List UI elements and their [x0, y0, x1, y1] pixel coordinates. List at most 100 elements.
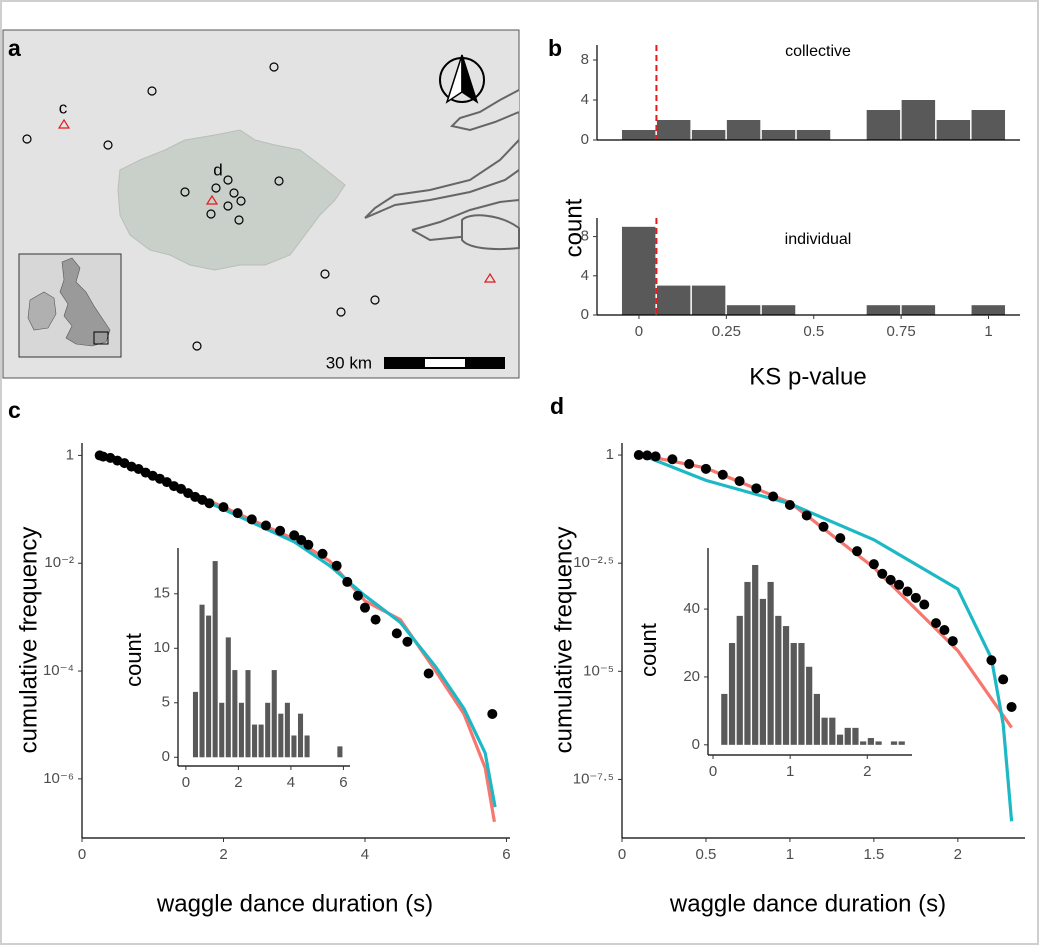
bar	[829, 717, 836, 745]
data-point	[700, 463, 711, 474]
scale-bar	[384, 357, 505, 369]
bar	[971, 305, 1006, 315]
x-axis-label: waggle dance duration (s)	[156, 890, 433, 917]
bar	[728, 643, 736, 745]
y-tick-label: 4	[581, 267, 589, 284]
data-point	[232, 508, 243, 519]
y-tick-label: 20	[683, 668, 700, 685]
bar	[867, 738, 874, 745]
y-tick-label: 0	[581, 131, 589, 148]
london-area	[117, 129, 346, 271]
site	[229, 188, 239, 198]
data-point	[818, 521, 829, 532]
bar	[621, 226, 656, 315]
x-tick-label: 2	[234, 774, 242, 791]
x-tick-label: 0	[709, 763, 717, 780]
bar	[304, 735, 310, 758]
bar	[866, 305, 901, 315]
x-tick-label: 0	[78, 846, 86, 863]
data-point	[359, 602, 370, 613]
bar	[271, 670, 277, 758]
data-point	[986, 655, 997, 666]
data-point	[784, 500, 795, 511]
x-tick-label: 1.5	[863, 846, 884, 863]
data-point	[391, 628, 402, 639]
site	[234, 215, 244, 225]
bar	[936, 120, 971, 140]
bar	[736, 615, 743, 745]
data-point	[877, 568, 888, 579]
site	[180, 187, 190, 197]
data-point	[650, 451, 661, 462]
bar	[238, 702, 244, 758]
data-point	[352, 590, 363, 601]
hive-sites	[22, 62, 380, 351]
data-point	[487, 708, 498, 719]
data-point	[423, 668, 434, 679]
focal-sites	[57, 118, 497, 283]
bar	[821, 717, 828, 745]
bar	[836, 734, 844, 745]
bar	[759, 598, 767, 745]
data-point	[1006, 701, 1017, 712]
compass-needle	[461, 54, 479, 104]
y-tick-label: 10⁻⁵	[583, 662, 614, 679]
y-tick-label: 0	[162, 748, 170, 765]
data-point	[370, 614, 381, 625]
site	[370, 295, 380, 305]
scale-label: 30 km	[326, 353, 372, 372]
bar	[252, 724, 258, 758]
data-point	[642, 450, 653, 461]
focal-site	[57, 118, 71, 129]
site	[147, 86, 157, 96]
bar	[284, 702, 290, 758]
bar	[767, 581, 774, 745]
coastline	[364, 139, 520, 219]
y-tick-label: 10⁻²·⁵	[573, 554, 614, 571]
y-tick-label: 10⁻²	[44, 554, 74, 571]
panel-label: d	[550, 393, 564, 419]
bar	[656, 285, 691, 315]
y-axis-label: count	[636, 623, 661, 677]
ireland	[27, 291, 57, 331]
y-axis-label: count	[121, 633, 146, 687]
bar	[726, 120, 761, 140]
data-point	[260, 520, 271, 531]
data-point	[998, 674, 1009, 685]
bar	[337, 746, 343, 758]
bar	[790, 643, 797, 745]
bar	[901, 100, 936, 140]
y-axis-label: count	[560, 198, 587, 257]
data-point	[317, 548, 328, 559]
y-tick-label: 5	[162, 694, 170, 711]
site-label: c	[59, 98, 68, 117]
x-axis-label: waggle dance duration (s)	[669, 890, 946, 917]
bar	[775, 615, 782, 745]
x-tick-label: 6	[339, 774, 347, 791]
x-tick-label: 1	[786, 846, 794, 863]
data-point	[902, 586, 913, 597]
data-point	[303, 539, 314, 550]
data-point	[342, 576, 353, 587]
y-tick-label: 15	[153, 585, 170, 602]
y-tick-label: 10⁻⁶	[43, 770, 74, 787]
bar	[796, 130, 831, 140]
data-point	[947, 636, 958, 647]
site	[211, 183, 221, 193]
bar	[199, 604, 205, 758]
bar	[691, 130, 726, 140]
bar	[852, 727, 859, 745]
x-tick-label: 0	[635, 323, 643, 340]
x-tick-label: 2	[219, 846, 227, 863]
site	[22, 134, 32, 144]
fit-line	[641, 453, 1013, 729]
scale-bar-block	[425, 359, 465, 367]
site	[336, 307, 346, 317]
x-axis-label: KS p-value	[749, 363, 866, 390]
data-point	[751, 483, 762, 494]
data-point	[667, 454, 678, 465]
data-point	[633, 450, 644, 461]
data-point	[734, 476, 745, 487]
bar	[219, 702, 225, 758]
